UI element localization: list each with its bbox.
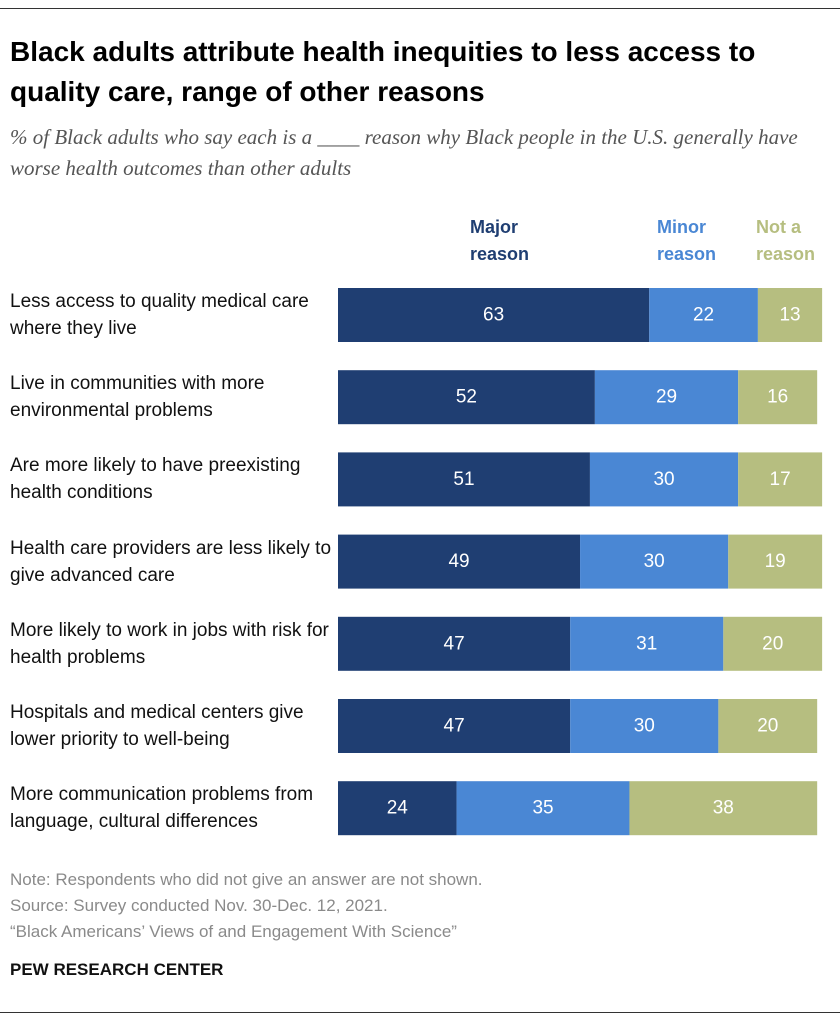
bar-segment [338,534,581,589]
value-label: 35 [532,798,553,819]
bar-segment [589,452,739,507]
bar-segment [738,452,823,507]
value-label: 30 [634,716,655,737]
value-label: 16 [767,387,788,408]
value-label: 51 [453,469,474,490]
value-label: 22 [693,305,714,326]
publication: “Black Americans’ Views of and Engagemen… [10,922,457,941]
credit: PEW RESEARCH CENTER [10,960,224,979]
legend-label: Minor reason [657,217,717,264]
bar-segment [718,699,818,753]
bar-segment [338,370,595,425]
value-label: 30 [644,551,665,572]
value-label: 29 [656,387,677,408]
category-label: Health care providers are less likely to… [10,537,332,586]
bar-segment [338,699,571,753]
bar-segment [757,288,823,342]
bar-segment [570,616,724,671]
bar-segment [723,616,823,671]
category-label: Hospitals and medical centers give lower… [10,702,304,750]
value-label: 20 [762,633,783,654]
bar-segment [338,452,590,507]
note: Note: Respondents who did not give an an… [10,870,483,889]
bar-segment [728,534,823,589]
category-label: Live in communities with more environmen… [10,373,265,422]
value-label: 24 [387,798,409,819]
value-label: 47 [444,716,465,737]
bar-segment [629,781,818,836]
bar-segment [580,534,729,589]
chart-title: Black adults attribute health inequities… [10,36,756,107]
value-label: 19 [765,551,786,572]
bar-segment [570,699,719,753]
bar-segment [649,288,758,342]
bar-segment [594,370,739,425]
value-label: 30 [653,469,674,490]
category-label: Less access to quality medical care wher… [10,291,309,339]
value-label: 49 [448,551,469,572]
legend-label: Not a reason [756,217,816,264]
bar-segment [456,781,630,836]
value-label: 63 [483,305,504,326]
bar-segment [338,781,457,836]
source: Source: Survey conducted Nov. 30-Dec. 12… [10,896,388,915]
category-label: Are more likely to have preexisting heal… [10,455,301,504]
value-label: 17 [770,469,791,490]
bar-segment [338,288,650,342]
value-label: 13 [779,305,800,326]
bar-segment [338,616,571,671]
category-label: More likely to work in jobs with risk fo… [10,619,329,668]
value-label: 31 [636,633,657,654]
value-label: 38 [713,798,734,819]
bar-segment [738,370,818,425]
legend-label: Major reason [470,217,530,264]
chart-subtitle: % of Black adults who say each is a ____… [10,125,798,180]
category-label: More communication problems from languag… [10,784,314,833]
value-label: 20 [757,716,778,737]
value-label: 52 [456,387,477,408]
value-label: 47 [444,633,465,654]
